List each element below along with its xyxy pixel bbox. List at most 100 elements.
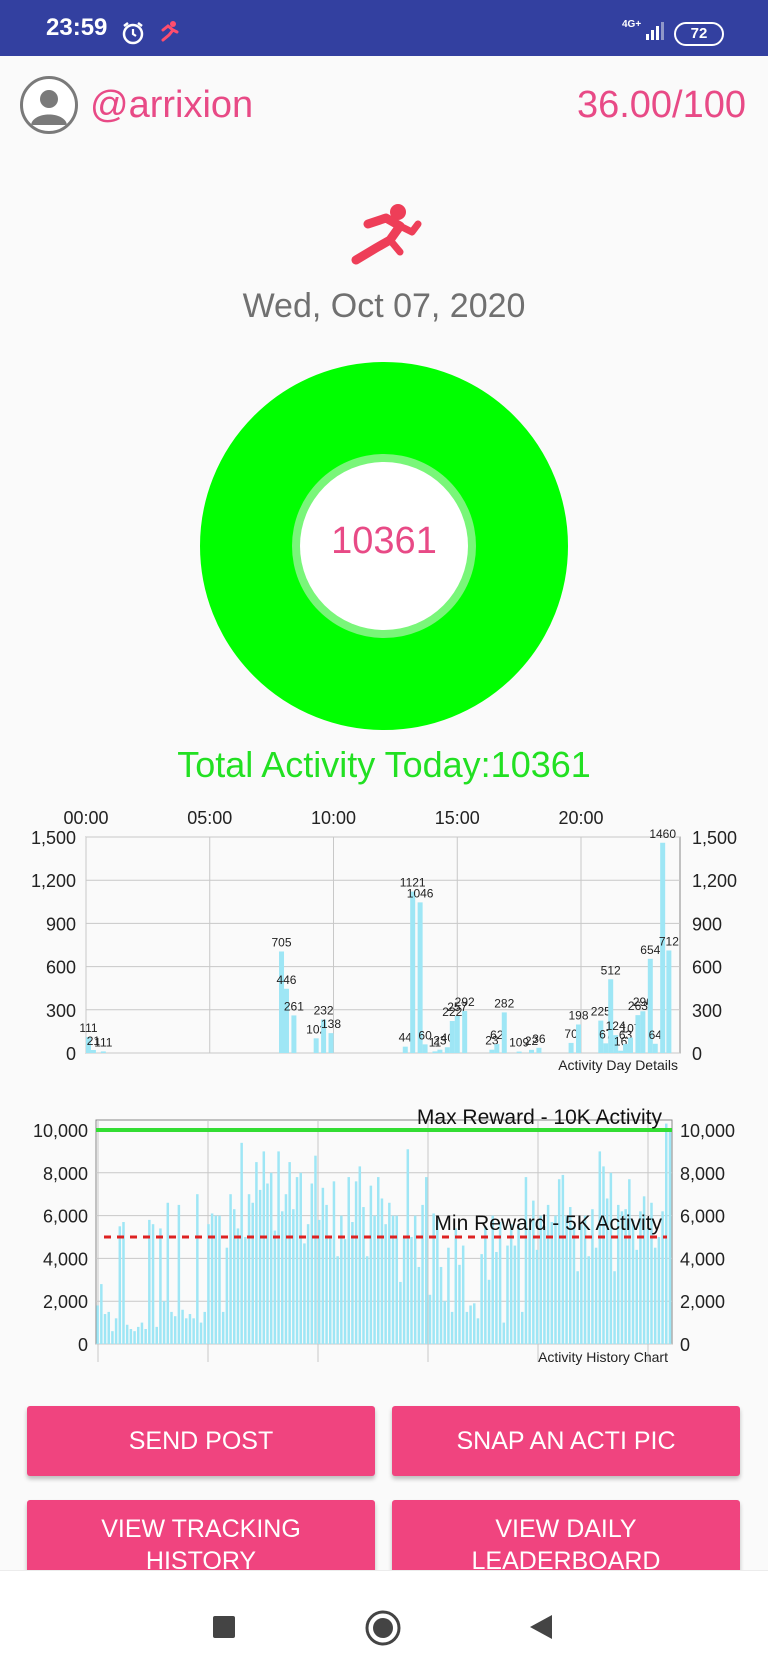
bar [332,1181,336,1344]
snap-acti-pic-button[interactable]: SNAP AN ACTI PIC [392,1406,740,1476]
bar [279,951,285,1053]
x-tick-label: 08/31 [515,1090,560,1092]
bar [159,1228,162,1344]
bar-value-label: 23 [433,1034,447,1048]
bar-value-label: 654 [640,943,660,957]
bar [417,1266,421,1344]
bar [303,1243,306,1344]
bar [543,1226,546,1344]
bar [310,1183,314,1344]
bar-value-label: 60 [418,1028,432,1042]
bar [617,1204,620,1344]
bar [653,1247,657,1344]
avatar[interactable] [20,76,78,134]
bar [277,1151,280,1344]
bar [266,1183,269,1344]
bar [283,988,289,1053]
bar [568,1042,574,1053]
min-reward-label: Min Reward - 5K Activity [434,1212,662,1235]
bar [598,1151,602,1344]
bar [513,1245,517,1344]
y-tick-label-right: 900 [692,914,722,934]
bar [640,1011,646,1053]
bar [358,1166,362,1344]
y-tick-label-right: 10,000 [680,1121,735,1141]
bar [668,1130,672,1344]
runner-icon [346,200,422,271]
bar [539,1215,542,1344]
bar [609,1172,613,1344]
bar-value-label: 109 [509,1036,529,1050]
bar [148,1219,151,1344]
x-tick-label: 20:00 [558,808,603,828]
y-tick-label-left: 10,000 [33,1121,88,1141]
bar-value-label: 36 [532,1032,546,1046]
x-tick-label: 08/01 [405,1090,450,1092]
bar [251,1202,254,1344]
profile-header: @arrixion 36.00/100 [0,56,768,156]
bar [613,1035,619,1053]
bar [218,1215,221,1344]
bar [528,1228,531,1344]
y-tick-label-right: 0 [680,1335,690,1355]
bar [436,1219,439,1344]
bar [484,1226,487,1344]
x-tick-label: 09/30 [625,1090,670,1092]
bar-value-label: 222 [442,1005,462,1019]
home-circle-icon[interactable] [364,1609,402,1652]
bar [491,1215,494,1344]
y-tick-label-right: 0 [692,1044,702,1064]
bar [406,1149,410,1344]
bar [395,1215,398,1344]
bar [635,1015,641,1053]
bar-value-label: 1046 [407,886,434,900]
current-date: Wed, Oct 07, 2020 [242,287,526,325]
bar [498,1222,502,1344]
bar-value-label: 512 [601,963,621,977]
bar [580,1224,583,1344]
y-tick-label-left: 900 [46,914,76,934]
bar [517,1224,520,1344]
bar [532,1200,535,1344]
bar [377,1177,380,1344]
recents-square-icon[interactable] [212,1615,236,1644]
bar [454,1015,460,1053]
bar [666,950,672,1053]
bar [572,1226,576,1344]
bar [461,1245,465,1344]
bar [369,1185,373,1344]
bar [439,1266,443,1344]
y-tick-label-right: 2,000 [680,1292,725,1312]
bar [288,1162,291,1344]
bar [321,1019,327,1053]
bar [661,1211,664,1344]
bar [137,1326,140,1344]
bar [388,1202,391,1344]
bar [603,1043,609,1053]
bar [635,1249,638,1344]
bar [421,1204,424,1344]
back-triangle-icon[interactable] [528,1613,554,1646]
bar-value-label: 712 [659,934,679,948]
bar [199,1322,203,1344]
bar [207,1224,210,1344]
bar-value-label: 261 [284,999,304,1013]
bar [336,1256,339,1344]
bar-value-label: 64 [649,1028,663,1042]
bar [244,1237,247,1344]
bar [225,1247,229,1344]
username[interactable]: @arrixion [90,84,254,126]
bar [185,1318,188,1344]
bar [462,1010,468,1053]
send-post-button[interactable]: SEND POST [27,1406,375,1476]
x-tick-label: 00:00 [63,808,108,828]
y-tick-label-left: 1,200 [31,871,76,891]
bar [487,1279,491,1344]
y-tick-label-left: 6,000 [43,1207,88,1227]
bar [631,1219,635,1344]
bar-value-label: 282 [494,996,514,1010]
bar [240,1142,243,1344]
bar [501,1012,507,1053]
network-type: 4G+ [622,19,642,30]
bar [665,1123,668,1344]
